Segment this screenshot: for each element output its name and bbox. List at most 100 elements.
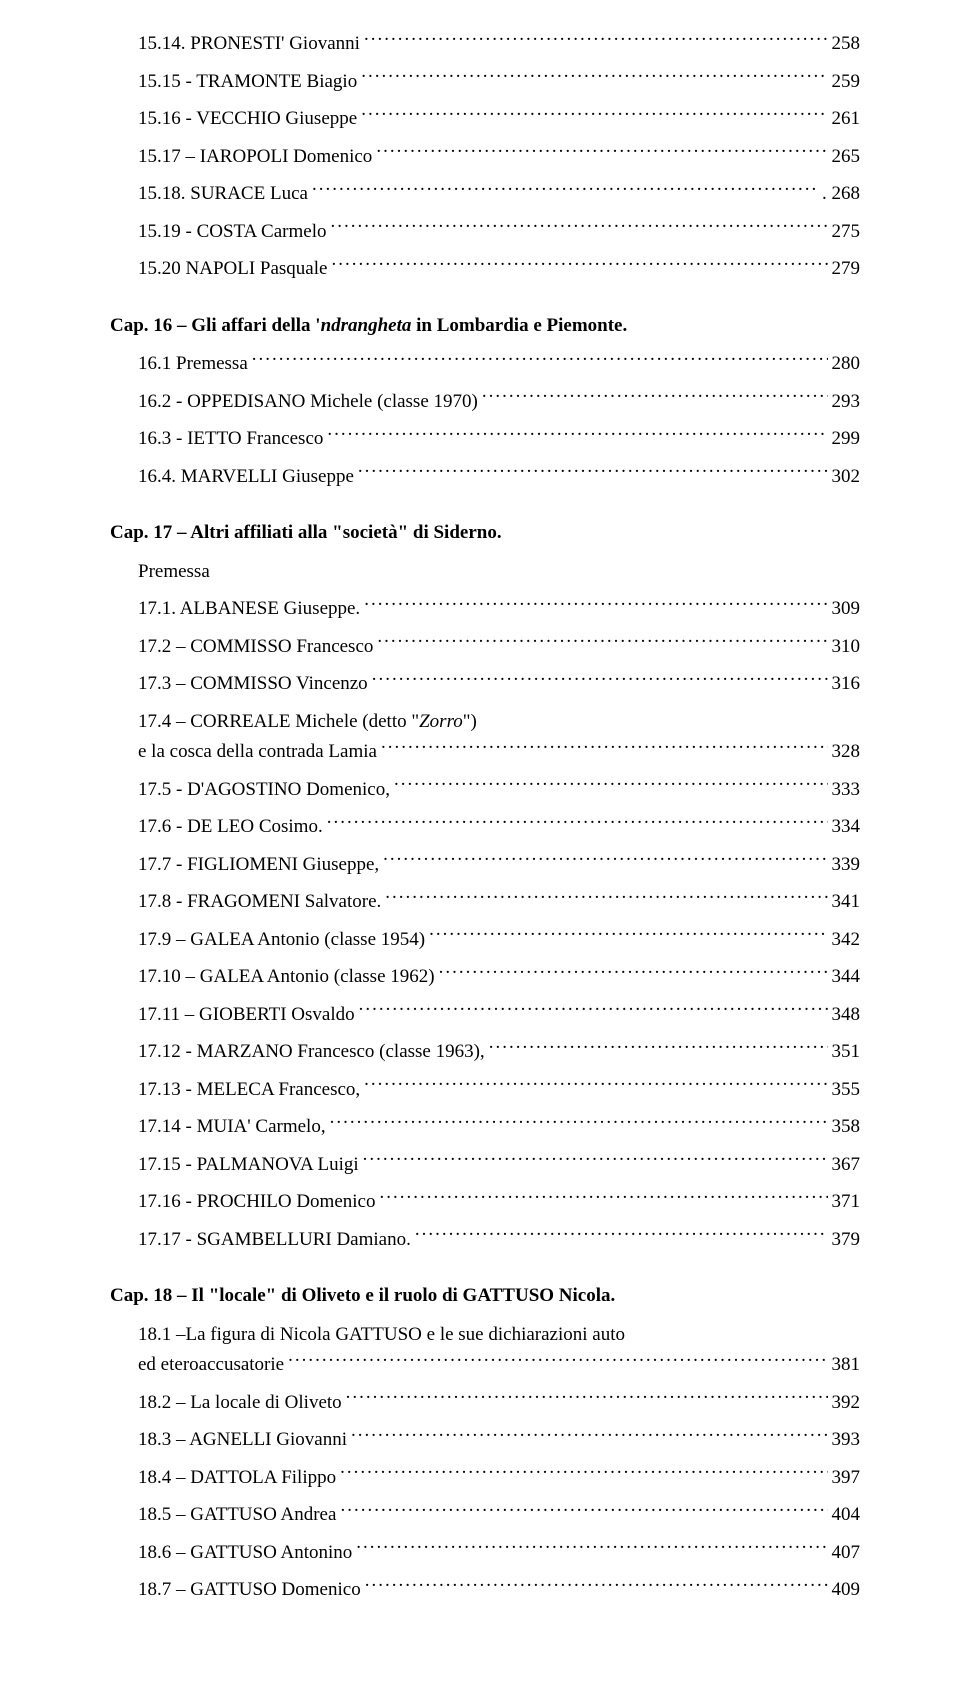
toc-label: 16.1 Premessa [138, 350, 248, 379]
toc-entry: 17.6 - DE LEO Cosimo. 334 [110, 813, 860, 842]
heading-suffix: in Lombardia e Piemonte. [411, 315, 627, 336]
toc-page-number: 341 [832, 888, 861, 917]
toc-label: 15.18. SURACE Luca [138, 180, 308, 209]
toc-leader-dots [383, 851, 827, 870]
toc-entry: 16.4. MARVELLI Giuseppe302 [110, 463, 860, 492]
toc-leader-dots [381, 738, 828, 757]
toc-entry: 17.5 - D'AGOSTINO Domenico, 333 [110, 776, 860, 805]
toc-leader-dots [331, 255, 827, 274]
toc-label: 17.8 - FRAGOMENI Salvatore. [138, 888, 381, 917]
chapter-18-wrap: 18.1 –La figura di Nicola GATTUSO e le s… [110, 1321, 860, 1350]
toc-leader-dots [330, 218, 827, 237]
toc-entry: 18.6 – GATTUSO Antonino 407 [110, 1539, 860, 1568]
toc-page-number: 265 [832, 143, 861, 172]
toc-leader-dots [340, 1501, 827, 1520]
toc-leader-dots [346, 1389, 828, 1408]
toc-entry: e la cosca della contrada Lamia328 [110, 738, 860, 767]
toc-leader-dots [377, 633, 827, 652]
toc-page-number: 397 [832, 1464, 861, 1493]
toc-label: 17.17 - SGAMBELLURI Damiano. [138, 1226, 411, 1255]
toc-label: 17.12 - MARZANO Francesco (classe 1963), [138, 1038, 485, 1067]
toc-leader-dots [252, 350, 828, 369]
toc-label: 16.2 - OPPEDISANO Michele (classe 1970) [138, 388, 478, 417]
chapter-18-heading: Cap. 18 – Il "locale" di Oliveto e il ru… [110, 1282, 860, 1311]
toc-page-number: 404 [832, 1501, 861, 1530]
toc-label: 17.6 - DE LEO Cosimo. [138, 813, 323, 842]
chapter-16-heading: Cap. 16 – Gli affari della 'ndrangheta i… [110, 312, 860, 341]
toc-page-number: 333 [832, 776, 861, 805]
toc-label: 18.4 – DATTOLA Filippo [138, 1464, 336, 1493]
toc-entry: 17.2 – COMMISSO Francesco 310 [110, 633, 860, 662]
toc-entry: 17.1. ALBANESE Giuseppe.309 [110, 595, 860, 624]
toc-leader-dots [361, 68, 827, 87]
toc-entry: 18.7 – GATTUSO Domenico 409 [110, 1576, 860, 1605]
toc-page-number: 258 [832, 30, 861, 59]
toc-leader-dots [385, 888, 827, 907]
toc-entry: 15.19 - COSTA Carmelo275 [110, 218, 860, 247]
toc-label: 16.4. MARVELLI Giuseppe [138, 463, 354, 492]
toc-page-number: 280 [832, 350, 861, 379]
toc-entry: 17.9 – GALEA Antonio (classe 1954)342 [110, 926, 860, 955]
chapter-17-heading: Cap. 17 – Altri affiliati alla "società"… [110, 519, 860, 548]
toc-label: 18.5 – GATTUSO Andrea [138, 1501, 336, 1530]
toc-leader-dots [372, 670, 828, 689]
toc-leader-dots [415, 1226, 828, 1245]
toc-label: 15.14. PRONESTI' Giovanni [138, 30, 360, 59]
toc-label: 17.2 – COMMISSO Francesco [138, 633, 373, 662]
toc-entry: 17.17 - SGAMBELLURI Damiano. 379 [110, 1226, 860, 1255]
toc-leader-dots [361, 105, 827, 124]
toc-entry: 15.20 NAPOLI Pasquale279 [110, 255, 860, 284]
toc-leader-dots [327, 813, 828, 832]
toc-label: 15.20 NAPOLI Pasquale [138, 255, 327, 284]
toc-entry: 15.17 – IAROPOLI Domenico265 [110, 143, 860, 172]
toc-leader-dots [358, 463, 828, 482]
toc-page-number: 299 [832, 425, 861, 454]
toc-leader-dots [356, 1539, 827, 1558]
toc-leader-dots [364, 595, 827, 614]
toc-page-number: 310 [832, 633, 861, 662]
toc-page: 15.14. PRONESTI' Giovanni25815.15 - TRAM… [0, 0, 960, 1644]
toc-label: 18.6 – GATTUSO Antonino [138, 1539, 352, 1568]
toc-label: 15.16 - VECCHIO Giuseppe [138, 105, 357, 134]
toc-page-number: 309 [832, 595, 861, 624]
toc-entry: 17.3 – COMMISSO Vincenzo316 [110, 670, 860, 699]
toc-page-number: 334 [832, 813, 861, 842]
toc-label: 18.7 – GATTUSO Domenico [138, 1576, 361, 1605]
toc-entry: 17.8 - FRAGOMENI Salvatore. 341 [110, 888, 860, 917]
toc-page-number: 371 [832, 1188, 861, 1217]
toc-leader-dots [351, 1426, 828, 1445]
toc-leader-dots [429, 926, 827, 945]
toc-leader-dots [439, 963, 828, 982]
toc-entry: 17.7 - FIGLIOMENI Giuseppe, 339 [110, 851, 860, 880]
section-15: 15.14. PRONESTI' Giovanni25815.15 - TRAM… [110, 30, 860, 284]
toc-label: 17.14 - MUIA' Carmelo, [138, 1113, 326, 1142]
toc-entry: 17.10 – GALEA Antonio (classe 1962) 344 [110, 963, 860, 992]
toc-entry: 17.11 – GIOBERTI Osvaldo 348 [110, 1001, 860, 1030]
toc-page-number: 409 [832, 1576, 861, 1605]
toc-page-number: 328 [832, 738, 861, 767]
toc-label: 18.2 – La locale di Oliveto [138, 1389, 342, 1418]
toc-entry: 16.1 Premessa 280 [110, 350, 860, 379]
toc-page-number: 344 [832, 963, 861, 992]
toc-label: 17.9 – GALEA Antonio (classe 1954) [138, 926, 425, 955]
section-17: 17.1. ALBANESE Giuseppe.309 17.2 – COMMIS… [110, 595, 860, 1254]
toc-label: 17.5 - D'AGOSTINO Domenico, [138, 776, 390, 805]
toc-entry: 18.4 – DATTOLA Filippo 397 [110, 1464, 860, 1493]
toc-page-number: 348 [832, 1001, 861, 1030]
toc-leader-dots [364, 30, 828, 49]
toc-page-number: 379 [832, 1226, 861, 1255]
toc-entry: 15.16 - VECCHIO Giuseppe261 [110, 105, 860, 134]
toc-entry: 17.13 - MELECA Francesco, 355 [110, 1076, 860, 1105]
toc-label: 18.3 – AGNELLI Giovanni [138, 1426, 347, 1455]
toc-label: 17.10 – GALEA Antonio (classe 1962) [138, 963, 435, 992]
toc-leader-dots [363, 1151, 828, 1170]
toc-page-number: 339 [832, 851, 861, 880]
section-16: 16.1 Premessa 280 16.2 - OPPEDISANO Michel… [110, 350, 860, 491]
toc-entry: 18.2 – La locale di Oliveto 392 [110, 1389, 860, 1418]
toc-label: 17.16 - PROCHILO Domenico [138, 1188, 375, 1217]
heading-prefix: Cap. 16 – Gli affari della ' [110, 315, 321, 336]
toc-label: 17.11 – GIOBERTI Osvaldo [138, 1001, 355, 1030]
toc-page-number: 293 [832, 388, 861, 417]
toc-leader-dots [394, 776, 828, 795]
toc-entry: 15.14. PRONESTI' Giovanni 258 [110, 30, 860, 59]
